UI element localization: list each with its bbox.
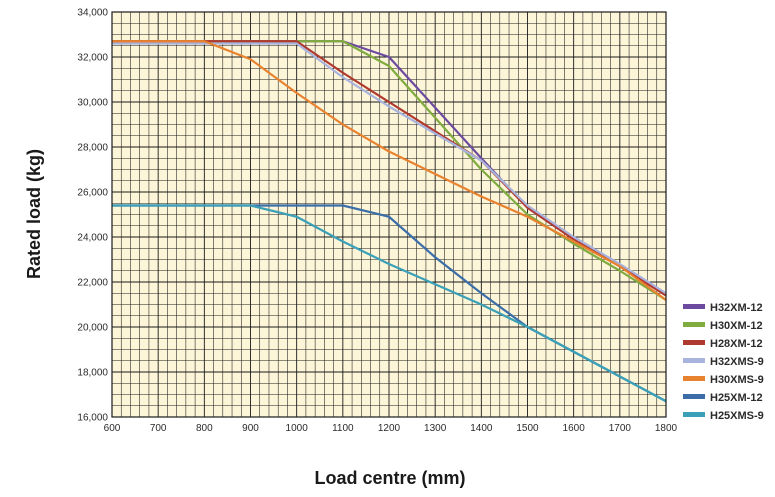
tick-labels: 600 700 800 900 1000 1100 1200 1300 1400 1500 1600… <box>77 8 677 435</box>
y-axis-title: Rated load (kg) <box>24 149 44 279</box>
x-axis-title: Load centre (mm) <box>314 468 465 488</box>
legend-label-h30xm-12: H30XM-12 <box>710 320 763 332</box>
y-tick-label: 16,000 <box>77 413 108 424</box>
legend-swatch-h25xm-12 <box>683 394 705 399</box>
y-tick-label: 28,000 <box>77 143 108 154</box>
y-tick-label: 34,000 <box>77 8 108 19</box>
legend-label-h25xms-9: H25XMS-9 <box>710 410 764 422</box>
legend-label-h32xms-9: H32XMS-9 <box>710 356 764 368</box>
plot-frame <box>111 11 667 418</box>
x-tick-label: 1000 <box>286 423 309 434</box>
legend-label-h32xm-12: H32XM-12 <box>710 302 763 314</box>
x-tick-label: 1600 <box>563 423 586 434</box>
legend-swatch-h30xm-12 <box>683 322 705 327</box>
legend-swatch-h32xms-9 <box>683 358 705 363</box>
legend-swatch-h25xms-9 <box>683 412 705 417</box>
series-line-h25xms-9 <box>112 204 667 403</box>
grid <box>111 11 667 418</box>
x-tick-label: 1100 <box>332 423 354 434</box>
series-line-h30xm-12 <box>112 40 667 301</box>
x-tick-label: 1500 <box>516 423 539 434</box>
x-tick-label: 1700 <box>609 423 632 434</box>
x-tick-label: 800 <box>196 423 213 434</box>
y-tick-label: 18,000 <box>77 368 108 379</box>
x-tick-label: 900 <box>242 423 259 434</box>
y-tick-label: 20,000 <box>77 323 108 334</box>
y-tick-label: 30,000 <box>77 98 108 109</box>
legend: H32XM-12 H30XM-12 H28XM-12 H32XMS-9 H30XMS-9… <box>683 302 764 422</box>
y-tick-label: 32,000 <box>77 53 108 64</box>
y-tick-label: 22,000 <box>77 278 108 289</box>
y-tick-label: 26,000 <box>77 188 108 199</box>
legend-label-h25xm-12: H25XM-12 <box>710 392 763 404</box>
series-line-h30xms-9 <box>112 40 667 301</box>
x-tick-label: 1300 <box>424 423 447 434</box>
x-tick-label: 1800 <box>655 423 678 434</box>
legend-swatch-h30xms-9 <box>683 376 705 381</box>
x-tick-label: 1200 <box>378 423 401 434</box>
series-line-h32xms-9 <box>112 42 667 295</box>
x-tick-label: 1400 <box>470 423 493 434</box>
series-lines <box>112 40 667 403</box>
x-tick-label: 700 <box>150 423 167 434</box>
legend-swatch-h32xm-12 <box>683 304 705 309</box>
legend-label-h30xms-9: H30XMS-9 <box>710 374 764 386</box>
legend-label-h28xm-12: H28XM-12 <box>710 338 763 350</box>
y-tick-label: 24,000 <box>77 233 108 244</box>
legend-swatch-h28xm-12 <box>683 340 705 345</box>
x-tick-label: 600 <box>104 423 121 434</box>
